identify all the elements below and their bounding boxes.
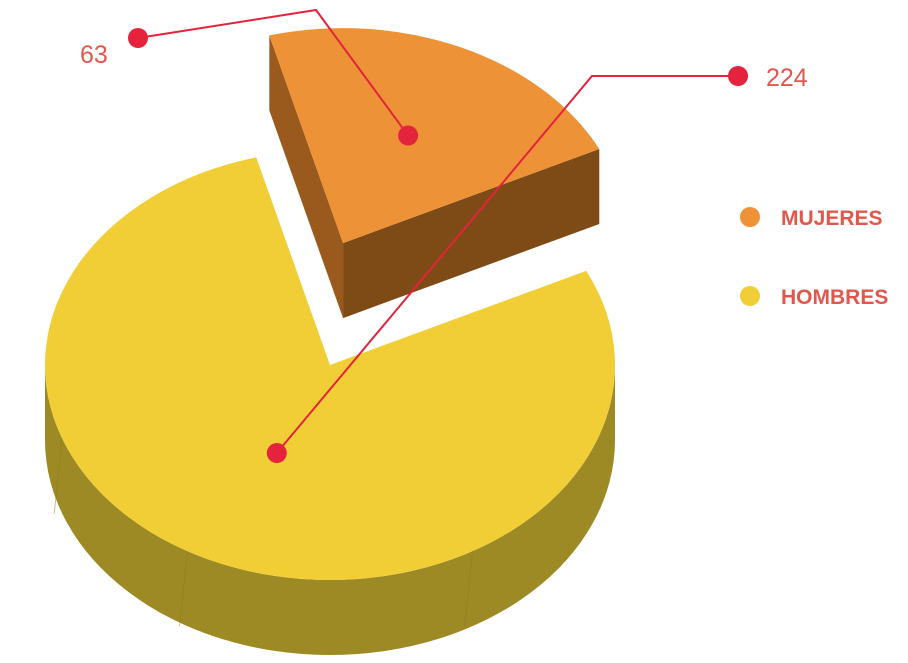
value-label-mujeres: 63 [80,41,108,69]
leader-dot-hombres-inner [266,443,287,464]
pie-sides [45,35,615,655]
pie-slice-hombres [45,157,616,580]
rim-separator-1 [179,551,188,627]
pie-wall-mujeres [269,35,344,319]
legend-label-mujeres: MUJERES [781,207,883,230]
pie-rim-hombres [45,365,615,655]
legend: MUJERES HOMBRES [740,207,888,309]
legend-swatch-hombres [740,286,760,306]
pie-wall-end-mujeres [343,148,600,319]
pie-slice-mujeres [269,28,600,244]
leader-line-mujeres [137,8,409,137]
leader-dot-mujeres-outer [128,28,148,48]
rim-separator-2 [53,438,63,514]
legend-swatch-mujeres [740,207,760,227]
legend-label-hombres: HOMBRES [781,286,888,309]
leader-dot-hombres-outer [728,66,748,86]
value-label-hombres: 224 [766,64,808,92]
leader-lines [128,8,748,464]
leader-line-hombres [276,75,738,454]
pie-tops [45,28,616,580]
leader-dot-mujeres-inner [398,125,419,146]
rim-separator-0 [464,551,473,627]
